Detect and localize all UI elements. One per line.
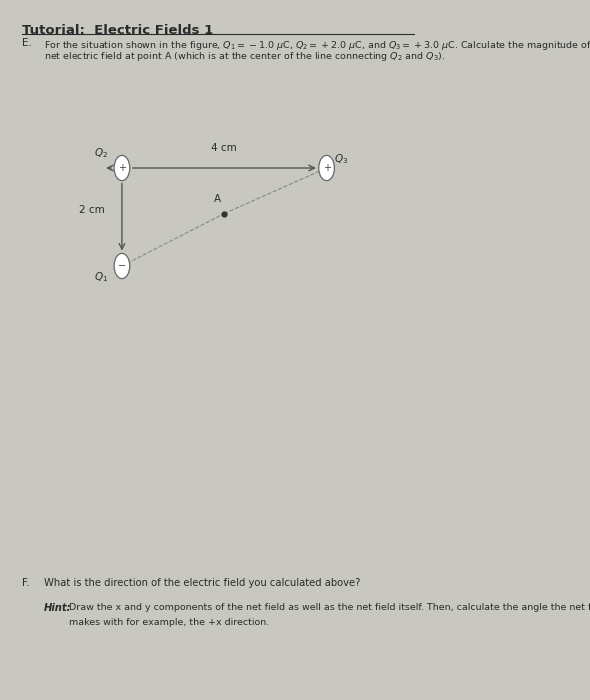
Text: 2 cm: 2 cm bbox=[78, 205, 104, 215]
Text: +: + bbox=[118, 163, 126, 173]
Text: $Q_2$: $Q_2$ bbox=[94, 146, 107, 160]
Text: 4 cm: 4 cm bbox=[211, 143, 237, 153]
Text: $Q_3$: $Q_3$ bbox=[335, 152, 349, 166]
Text: +: + bbox=[323, 163, 330, 173]
Circle shape bbox=[114, 155, 130, 181]
Circle shape bbox=[114, 253, 130, 279]
Circle shape bbox=[319, 155, 335, 181]
Text: F.: F. bbox=[22, 578, 30, 587]
Text: Hint:: Hint: bbox=[44, 603, 71, 612]
Text: Draw the x and y components of the net field as well as the net field itself. Th: Draw the x and y components of the net f… bbox=[69, 603, 590, 612]
Text: −: − bbox=[118, 261, 126, 271]
Text: For the situation shown in the figure, $Q_1 = -1.0\ \mu$C, $Q_2 = +2.0\ \mu$C, a: For the situation shown in the figure, $… bbox=[44, 38, 590, 52]
Text: E.: E. bbox=[22, 38, 32, 48]
Text: makes with for example, the +x direction.: makes with for example, the +x direction… bbox=[69, 618, 269, 627]
Text: A: A bbox=[214, 195, 221, 204]
Text: $Q_1$: $Q_1$ bbox=[94, 270, 108, 284]
Text: What is the direction of the electric field you calculated above?: What is the direction of the electric fi… bbox=[44, 578, 360, 587]
Text: net electric field at point A (which is at the center of the line connecting $Q_: net electric field at point A (which is … bbox=[44, 50, 445, 64]
Text: Tutorial:  Electric Fields 1: Tutorial: Electric Fields 1 bbox=[22, 25, 213, 38]
